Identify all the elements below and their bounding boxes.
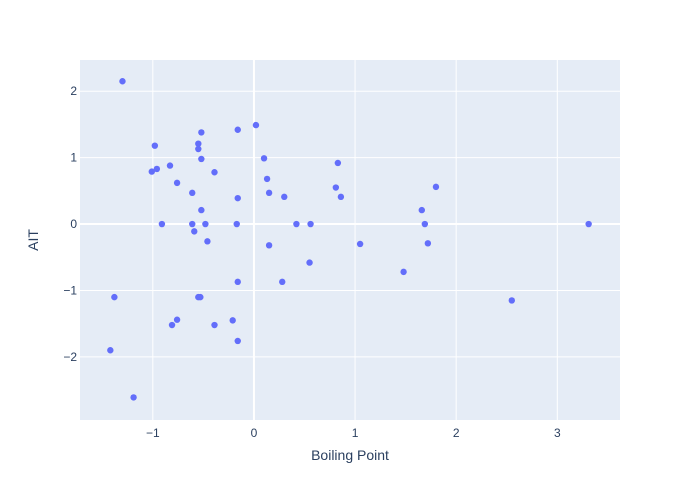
data-point[interactable] — [265, 189, 273, 197]
data-point[interactable] — [234, 337, 241, 345]
x-axis-title: Boiling Point — [311, 447, 389, 463]
data-point[interactable] — [234, 278, 241, 286]
data-point[interactable] — [189, 220, 196, 228]
data-point[interactable] — [197, 293, 204, 301]
data-point[interactable] — [191, 228, 198, 235]
data-point[interactable] — [229, 317, 236, 324]
data-point[interactable] — [424, 240, 432, 247]
data-point[interactable] — [158, 220, 166, 228]
data-point[interactable] — [198, 129, 205, 136]
data-point[interactable] — [585, 220, 592, 228]
data-point[interactable] — [195, 145, 202, 153]
data-point[interactable] — [173, 179, 181, 187]
data-point[interactable] — [168, 321, 176, 329]
data-point[interactable] — [195, 140, 202, 147]
x-tick-label: 3 — [554, 426, 561, 440]
y-tick-label: −2 — [63, 350, 77, 364]
data-point[interactable] — [198, 155, 205, 163]
data-point[interactable] — [400, 268, 407, 276]
plot-background — [80, 60, 620, 420]
data-point[interactable] — [306, 259, 313, 266]
data-point[interactable] — [130, 394, 137, 401]
grid-lines — [80, 60, 620, 420]
data-point[interactable] — [166, 162, 174, 169]
data-point[interactable] — [153, 165, 161, 173]
data-point[interactable] — [111, 293, 118, 301]
x-tick-label: −1 — [146, 426, 160, 440]
data-point[interactable] — [211, 321, 218, 329]
data-point[interactable] — [307, 220, 314, 228]
data-point[interactable] — [334, 159, 342, 167]
x-tick-label: 0 — [251, 426, 258, 440]
data-point[interactable] — [281, 193, 288, 201]
data-point[interactable] — [173, 316, 181, 323]
y-tick-label: 2 — [70, 84, 77, 98]
data-point[interactable] — [508, 297, 515, 304]
data-points — [107, 78, 592, 401]
data-point[interactable] — [337, 193, 345, 201]
data-point[interactable] — [234, 194, 241, 202]
data-point[interactable] — [119, 78, 126, 85]
data-point[interactable] — [332, 184, 340, 191]
data-point[interactable] — [198, 206, 205, 214]
data-point[interactable] — [252, 121, 260, 129]
data-point[interactable] — [293, 220, 300, 228]
data-point[interactable] — [263, 175, 271, 183]
data-point[interactable] — [233, 220, 240, 228]
data-point[interactable] — [265, 242, 273, 249]
y-tick-label: −1 — [63, 283, 77, 297]
data-point[interactable] — [234, 126, 241, 133]
data-point[interactable] — [432, 183, 440, 191]
y-tick-label: 1 — [70, 151, 77, 165]
data-point[interactable] — [356, 240, 364, 248]
x-tick-label: 2 — [453, 426, 460, 440]
data-point[interactable] — [211, 169, 218, 176]
y-axis-title: AIT — [25, 229, 41, 251]
data-point[interactable] — [260, 155, 268, 162]
data-point[interactable] — [189, 189, 196, 197]
data-point[interactable] — [204, 238, 211, 245]
data-point[interactable] — [279, 278, 286, 286]
data-point[interactable] — [202, 220, 209, 228]
x-tick-label: 1 — [352, 426, 359, 440]
tick-labels: −1 0 1 2 3 −2 −1 0 1 2 — [63, 84, 561, 440]
y-tick-label: 0 — [70, 217, 77, 231]
data-point[interactable] — [151, 142, 159, 149]
data-point[interactable] — [421, 220, 429, 228]
data-point[interactable] — [148, 168, 155, 175]
data-point[interactable] — [418, 206, 425, 214]
data-point[interactable] — [107, 347, 114, 354]
